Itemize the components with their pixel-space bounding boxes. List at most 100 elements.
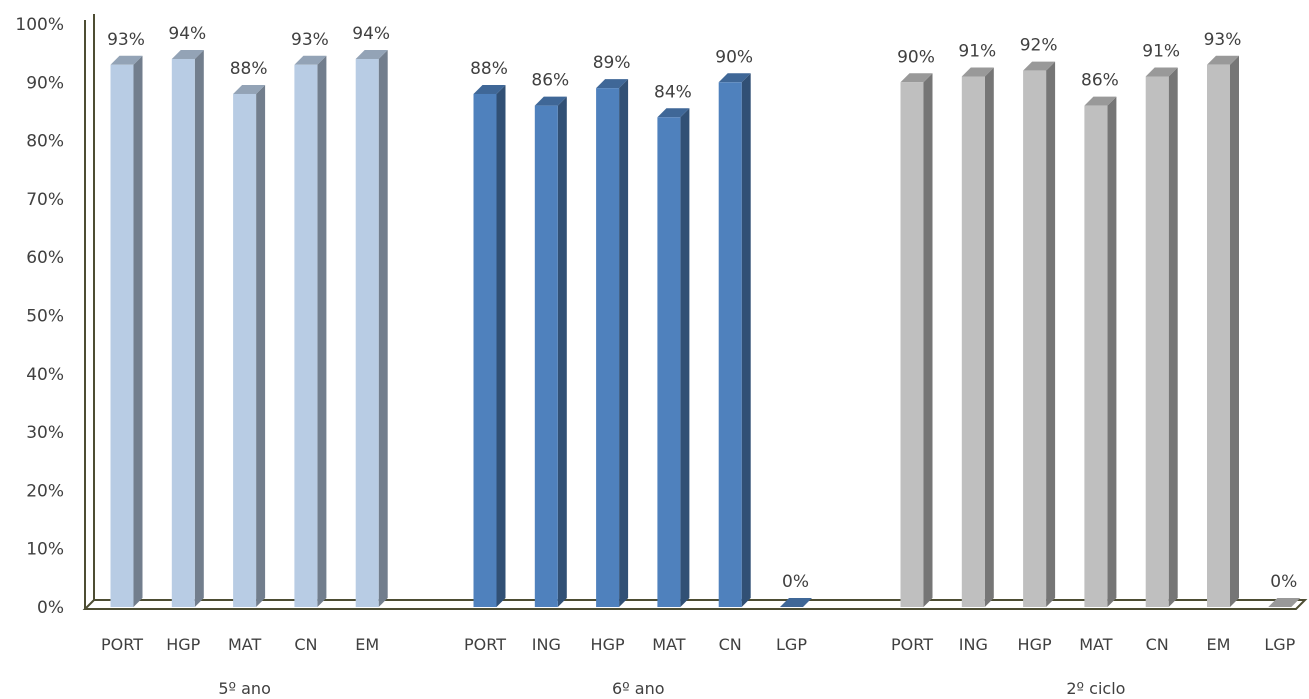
bar-side [680, 108, 690, 607]
bar-top [1023, 61, 1056, 71]
data-label: 90% [897, 47, 935, 67]
chart-axes: 0% 10% 20% 30% 40% 50% 60% 70% 80% 90% 100% [15, 14, 1308, 618]
x-tick-label: PORT [101, 635, 143, 654]
bar-side [984, 67, 994, 608]
y-tick-label: 10% [26, 540, 64, 560]
x-tick-label: PORT [464, 635, 506, 654]
floor-plane [82, 599, 1308, 610]
y-tick-label: 70% [26, 190, 64, 210]
x-tick-label: HGP [1018, 635, 1052, 654]
group-label: 6º ano [612, 679, 665, 698]
x-tick-label: LGP [776, 635, 807, 654]
bar-side [1107, 96, 1117, 608]
bar-top [294, 55, 327, 65]
bar [718, 82, 742, 608]
bar-top [233, 84, 266, 94]
x-tick-label: HGP [591, 635, 625, 654]
bar-top [900, 73, 933, 83]
data-label: 93% [107, 30, 145, 50]
bar-side [256, 84, 266, 607]
data-label: 88% [230, 59, 268, 79]
x-tick-label: EM [355, 635, 379, 654]
y-tick-label: 60% [26, 248, 64, 268]
data-label: 0% [1270, 572, 1297, 592]
bar-top [1084, 96, 1117, 106]
bar-top [1145, 67, 1178, 77]
bar-top [657, 108, 690, 118]
bar [1023, 70, 1047, 607]
data-label: 92% [1020, 36, 1058, 56]
data-label: 93% [291, 30, 329, 50]
bar-top [780, 598, 812, 607]
data-label: 86% [1081, 71, 1119, 91]
bar [657, 117, 681, 607]
y-tick-label: 30% [26, 423, 64, 443]
data-label: 91% [1142, 41, 1180, 61]
data-label: 93% [1204, 30, 1242, 50]
data-label: 0% [782, 572, 809, 592]
bar [355, 58, 379, 608]
group-label: 5º ano [218, 679, 271, 698]
bar-side [923, 73, 933, 608]
bar-side [496, 84, 506, 607]
y-tick-label: 90% [26, 73, 64, 93]
bar-top [534, 96, 567, 106]
data-label: 84% [654, 82, 692, 102]
data-label: 94% [352, 24, 390, 44]
x-tick-label: EM [1207, 635, 1231, 654]
bar-top [171, 49, 204, 59]
bar-side [194, 49, 204, 608]
y-tick-label: 40% [26, 365, 64, 385]
bar-top [110, 55, 143, 65]
bar-top [718, 73, 751, 83]
bar [171, 58, 195, 608]
bar-side [317, 55, 327, 608]
x-tick-label: ING [959, 635, 988, 654]
chart-bars [110, 49, 1301, 608]
bar-top [473, 84, 506, 94]
x-tick-label: MAT [652, 635, 686, 654]
bar-side [619, 79, 629, 607]
y-tick-label: 100% [15, 15, 64, 35]
data-label: 94% [168, 24, 206, 44]
x-tick-label: LGP [1264, 635, 1295, 654]
x-tick-label: MAT [228, 635, 262, 654]
data-label: 90% [715, 47, 753, 67]
data-label: 88% [470, 59, 508, 79]
x-tick-label: MAT [1079, 635, 1113, 654]
bar-top [1268, 598, 1301, 607]
bar [110, 64, 134, 607]
x-tick-label: CN [719, 635, 742, 654]
x-tick-label: HGP [166, 635, 200, 654]
bar-side [1046, 61, 1056, 607]
x-tick-label: CN [1146, 635, 1169, 654]
x-tick-label: PORT [891, 635, 933, 654]
bar [473, 93, 497, 607]
data-label: 91% [958, 41, 996, 61]
bar-side [133, 55, 143, 608]
bar [1145, 76, 1169, 608]
bar [534, 105, 558, 608]
data-label: 89% [593, 53, 631, 73]
y-tick-label: 0% [37, 598, 64, 618]
group-label: 2º ciclo [1066, 679, 1125, 698]
bar-side [1230, 55, 1239, 608]
bar-side [557, 96, 567, 608]
bar-side [378, 49, 388, 608]
x-tick-label: ING [532, 635, 561, 654]
bar [1084, 105, 1108, 608]
bar-top [355, 49, 388, 59]
bar [900, 82, 924, 608]
bar [596, 88, 620, 607]
y-tick-label: 50% [26, 307, 64, 327]
x-tick-label: CN [294, 635, 317, 654]
data-label: 86% [531, 71, 569, 91]
y-tick-label: 20% [26, 481, 64, 501]
bar [1207, 64, 1230, 607]
bar [233, 93, 257, 607]
bar-top [596, 79, 629, 89]
y-tick-label: 80% [26, 132, 64, 152]
bar-side [741, 73, 751, 608]
bar [294, 64, 318, 607]
